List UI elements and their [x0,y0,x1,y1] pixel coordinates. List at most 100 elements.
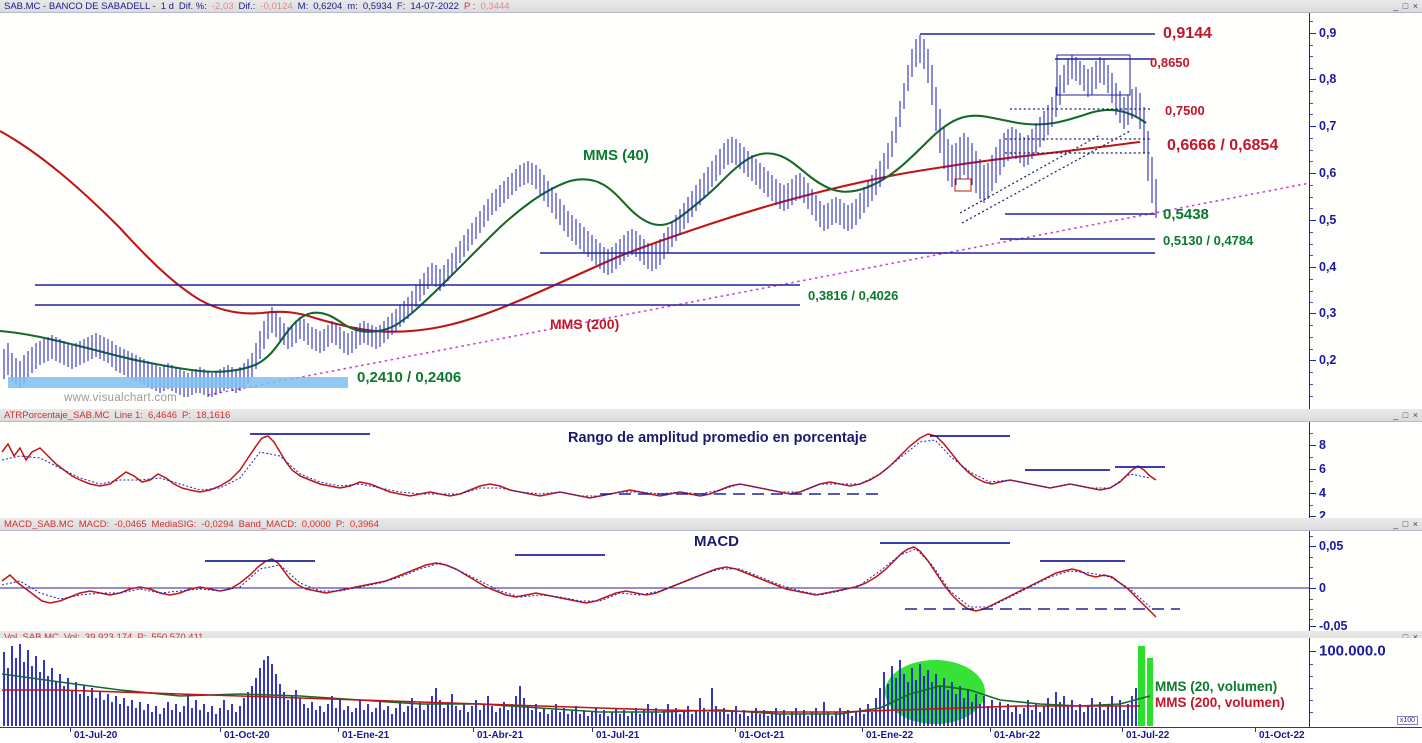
date-label-4: 01-Jul-21 [596,730,640,741]
volume-chart-svg [1,644,1153,726]
date-axis[interactable]: 01-Jul-20 01-Oct-20 01-Ene-21 01-Abr-21 … [0,727,1422,743]
atr-panel: Rango de amplitud promedio en porcentaje… [0,422,1422,523]
volume-vol-value: 39.923.174 [84,631,133,643]
date-label-7: 01-Abr-22 [994,730,1041,741]
price-tick-1: 0,8 [1319,72,1337,86]
consolidation-box [1056,54,1131,96]
atr-tick-1: 6 [1319,462,1326,476]
diff-pct-label: Dif. %: [178,0,207,12]
macd-window-controls[interactable]: _ □ × [1393,519,1419,529]
macd-tick-0: 0,05 [1319,539,1344,553]
atr-tick-0: 8 [1319,438,1326,452]
date-label-3: 01-Abr-21 [477,730,524,741]
atr-axis[interactable]: 8 6 4 2 [1309,422,1422,523]
atr-tick-3: 2 [1319,509,1326,523]
date-label-8: 01-Jul-22 [1126,730,1170,741]
mms40-line [0,108,1147,373]
annotation-0-8650: 0,8650 [1150,55,1190,70]
diff-pct-value: -2,03 [211,0,234,12]
macd-titlebar: MACD_SAB.MC MACD: -0,0465 MediaSIG: -0,0… [0,518,1422,531]
atr-signal-line [1,439,1151,497]
dotted-levels [959,108,1150,224]
price-axis[interactable]: 0,9 0,8 0,7 0,6 0,5 0,4 0,3 0,2 [1309,13,1422,409]
macd-value: -0,0465 [114,518,147,530]
annotation-0-9144: 0,9144 [1163,25,1212,42]
macd-band-label: Band_MACD: [238,518,297,530]
symbol-label: SAB.MC - BANCO DE SABADELL - [4,0,156,12]
volume-plot [0,638,1310,727]
support-band [8,377,348,388]
diff-label: Dif.: [238,0,256,12]
min-value: 0,5934 [362,0,392,12]
atr-tick-2: 4 [1319,486,1326,500]
macd-label: MACD: [78,518,110,530]
price-tick-7: 0,2 [1319,353,1337,367]
volume-last-bar [1138,646,1145,726]
price-tick-5: 0,4 [1319,260,1337,274]
price-panel: 0,9144 0,8650 0,7500 0,6666 / 0,6854 0,5… [0,13,1422,409]
macd-panel: MACD 0,05 0 -0,05 [0,531,1422,633]
main-chart-titlebar: SAB.MC - BANCO DE SABADELL - 1 d Dif. %:… [0,0,1422,13]
macd-band-value: 0,0000 [301,518,331,530]
level-lines [35,33,1155,306]
price-candles [3,35,1157,397]
macd-sig-value: -0,0294 [201,518,234,530]
atr-window-controls[interactable]: _ □ × [1393,410,1419,420]
date-label-2: 01-Ene-21 [342,730,390,741]
price-tick-6: 0,3 [1319,306,1337,320]
macd-p-value: 0,3964 [349,518,379,530]
atr-name: ATRPorcentaje_SAB.MC [4,409,110,421]
volume-axis[interactable]: 100.000.0 x100 [1309,638,1422,727]
main-window-controls[interactable]: _ □ × [1393,1,1419,11]
volume-window-controls[interactable]: _ □ × [1393,632,1419,642]
date-label-9: 01-Oct-22 [1259,730,1305,741]
volume-scale-note: x100 [1396,716,1418,725]
macd-tick-1: 0 [1319,581,1326,595]
macd-sig-label: MediaSIG: [151,518,197,530]
annotation-mms200: MMS (200) [550,316,620,332]
price-plot [0,13,1310,409]
macd-p-label: P: [335,518,345,530]
diff-value: -0,0124 [260,0,293,12]
atr-line-value: 6,4646 [147,409,178,421]
date-label: F: [396,0,406,12]
annotation-mms40: MMS (40) [583,147,649,164]
price-tick-0: 0,9 [1319,26,1337,40]
macd-signal-line [1,548,1151,608]
volume-p-value: 550.570.411 [151,631,204,643]
price-tick-4: 0,5 [1319,213,1337,227]
date-label-1: 01-Oct-20 [224,730,270,741]
min-label: m: [347,0,358,12]
volume-bars [3,644,1137,726]
atr-title: Rango de amplitud promedio en porcentaje [568,430,867,446]
volume-vol-label: Vol: [63,631,80,643]
max-value: 0,6204 [313,0,343,12]
annotation-0-5130-0-4784: 0,5130 / 0,4784 [1163,233,1254,248]
macd-plot [0,531,1310,631]
date-label-0: 01-Jul-20 [74,730,118,741]
volume-p-label: P: [137,631,147,643]
volume-name: Vol_SAB.MC [4,631,59,643]
trendline-dotted [207,182,1310,396]
price-tick-3: 0,6 [1319,166,1337,180]
annotation-0-7500: 0,7500 [1165,103,1205,118]
annotation-0-5438: 0,5438 [1163,206,1209,223]
volume-mms200 [2,689,1140,713]
annotation-0-6666-0-6854: 0,6666 / 0,6854 [1167,137,1279,154]
atr-plot [0,422,1310,518]
atr-line-label: Line 1: [114,409,143,421]
macd-level-lines [205,542,1125,562]
date-label-5: 01-Oct-21 [739,730,785,741]
max-label: M: [297,0,309,12]
p-value: 0,3444 [480,0,510,12]
interval-label: 1 d [160,0,174,12]
atr-p-value: 18,1616 [196,409,231,421]
atr-chart-svg [1,433,1165,499]
annotation-0-3816-0-4026: 0,3816 / 0,4026 [808,288,899,303]
diagonal-dotted-1 [961,130,1131,224]
macd-axis[interactable]: 0,05 0 -0,05 [1309,531,1422,633]
mms200-line [0,130,1141,333]
macd-title: MACD [694,533,739,550]
atr-titlebar: ATRPorcentaje_SAB.MC Line 1: 6,4646 P: 1… [0,409,1422,422]
macd-tick-2: -0,05 [1319,619,1348,633]
